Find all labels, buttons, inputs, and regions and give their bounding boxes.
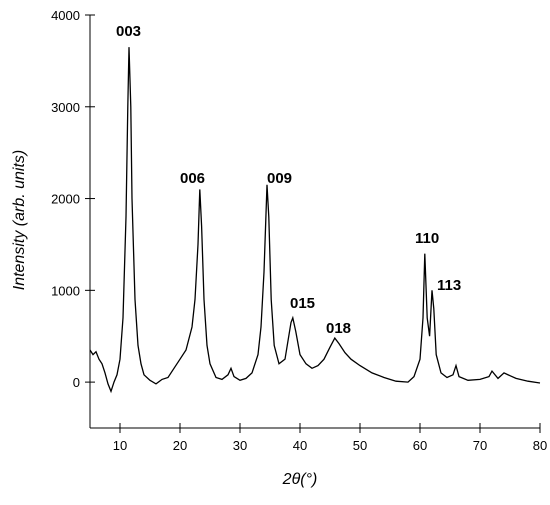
x-tick-label: 50 bbox=[353, 438, 367, 453]
x-tick-label: 10 bbox=[113, 438, 127, 453]
y-tick-label: 4000 bbox=[51, 8, 80, 23]
x-axis-label: 2θ(°) bbox=[282, 471, 318, 488]
y-tick-label: 3000 bbox=[51, 100, 80, 115]
y-tick-label: 0 bbox=[73, 375, 80, 390]
data-line bbox=[89, 47, 541, 394]
x-tick-label: 60 bbox=[413, 438, 427, 453]
x-tick-label: 30 bbox=[233, 438, 247, 453]
x-tick-label: 20 bbox=[173, 438, 187, 453]
y-axis-label: Intensity (arb. units) bbox=[11, 150, 28, 291]
peak-label: 006 bbox=[180, 170, 205, 187]
x-tick-label: 40 bbox=[293, 438, 307, 453]
x-tick-label: 70 bbox=[473, 438, 487, 453]
peak-label: 110 bbox=[415, 230, 439, 247]
peak-label: 015 bbox=[290, 295, 315, 312]
y-tick-label: 1000 bbox=[51, 283, 80, 298]
y-tick-label: 2000 bbox=[51, 192, 80, 207]
peak-label: 009 bbox=[267, 170, 292, 187]
peak-label: 003 bbox=[116, 23, 141, 40]
peak-label: 113 bbox=[437, 277, 461, 294]
x-tick-label: 80 bbox=[533, 438, 547, 453]
peak-label: 018 bbox=[326, 320, 351, 337]
